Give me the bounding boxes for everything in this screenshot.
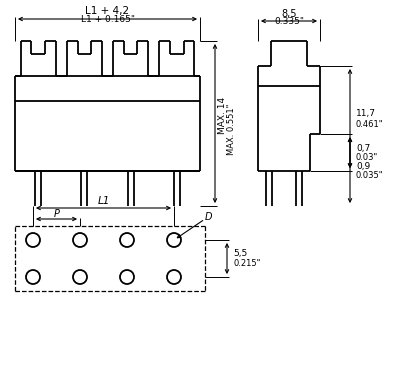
Text: 0.215": 0.215" bbox=[233, 259, 260, 268]
Text: MAX. 14: MAX. 14 bbox=[218, 97, 226, 134]
Text: L1 + 4,2: L1 + 4,2 bbox=[86, 6, 130, 16]
Text: 0.035": 0.035" bbox=[356, 171, 384, 180]
Text: 0.03": 0.03" bbox=[356, 153, 378, 162]
Text: 0.335": 0.335" bbox=[274, 16, 304, 26]
Text: L1 + 0.165": L1 + 0.165" bbox=[80, 14, 134, 23]
Text: 0,7: 0,7 bbox=[356, 144, 370, 153]
Text: 11,7: 11,7 bbox=[356, 109, 376, 118]
Text: 8,5: 8,5 bbox=[281, 9, 297, 19]
Text: D: D bbox=[204, 212, 212, 222]
Text: P: P bbox=[54, 209, 60, 219]
Text: L1: L1 bbox=[97, 196, 110, 206]
Text: MAX. 0.551": MAX. 0.551" bbox=[226, 104, 236, 155]
Text: 5,5: 5,5 bbox=[233, 249, 247, 258]
Text: 0,9: 0,9 bbox=[356, 162, 370, 171]
Text: 0.461": 0.461" bbox=[356, 120, 384, 129]
